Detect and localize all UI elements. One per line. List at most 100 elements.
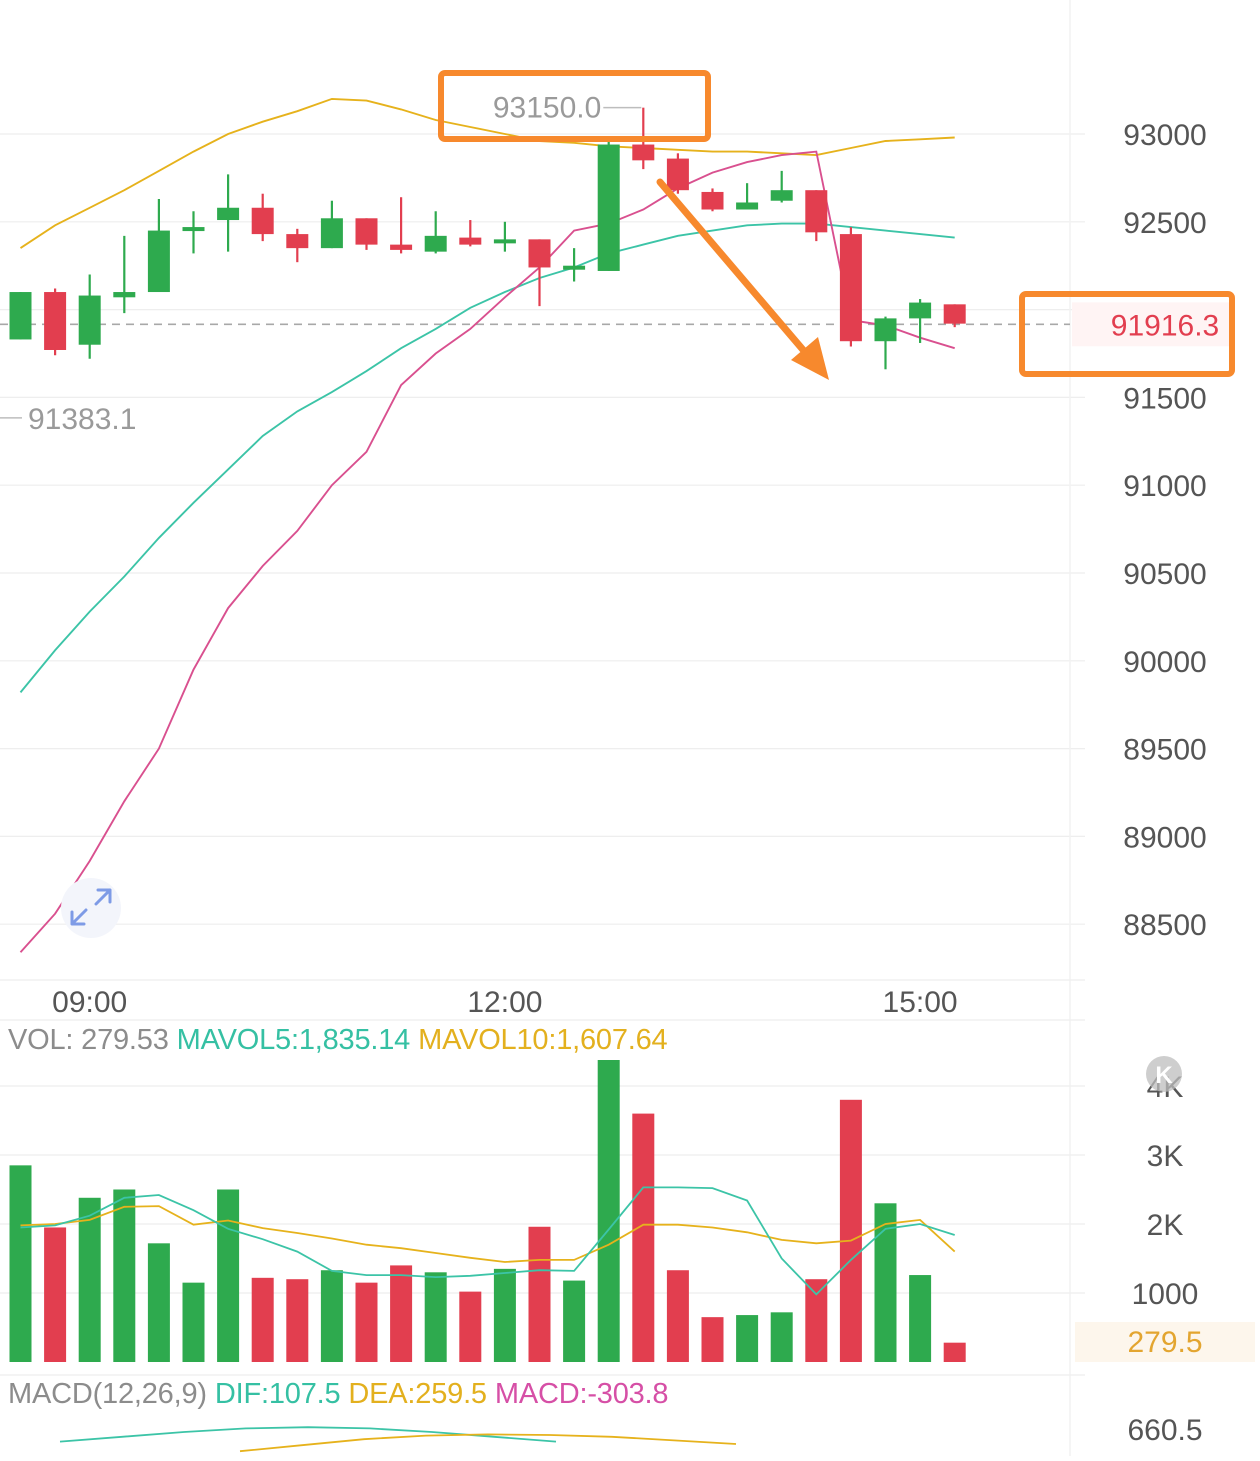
candle-body[interactable] [147,230,170,293]
candle-body[interactable] [459,237,482,245]
dea-value: DEA:259.5 [348,1378,487,1410]
macd-name: MACD(12,26,9) [8,1378,207,1410]
k-badge-icon[interactable]: K [1146,1056,1182,1092]
candle-body[interactable] [113,292,136,298]
volume-bar[interactable] [459,1291,482,1362]
price-moving-averages [19,97,955,953]
candle-body[interactable] [701,191,724,210]
volume-bar[interactable] [251,1277,274,1362]
mavol10-value: MAVOL10:1,607.64 [418,1024,668,1056]
volume-bar[interactable] [874,1203,897,1362]
volume-bar[interactable] [770,1312,793,1362]
highlight-box-high [438,70,711,142]
dea-line [239,1433,737,1453]
candle-body[interactable] [528,239,551,268]
high-marker-label: 93150.0 [493,92,601,125]
macd-lines: 660.5 [59,1414,1203,1453]
volume-bar[interactable] [909,1275,932,1362]
volume-bar[interactable] [390,1265,413,1362]
candle-body[interactable] [424,235,447,252]
price-tick-label: 91500 [1123,382,1206,415]
volume-bar[interactable] [147,1243,170,1362]
candle-body[interactable] [736,202,759,210]
candle-body[interactable] [320,218,343,249]
volume-bar[interactable] [805,1279,828,1362]
candle-body[interactable] [286,234,309,249]
price-tick-label: 90500 [1123,558,1206,591]
volume-bar[interactable] [182,1282,205,1362]
volume-bar[interactable] [493,1268,516,1362]
volume-bar[interactable] [355,1282,378,1362]
expand-icon-bg [61,878,121,938]
volume-bar[interactable] [597,1060,620,1362]
ma-short-line [19,150,955,953]
volume-bar[interactable] [78,1197,101,1362]
volume-bar[interactable] [217,1189,240,1363]
volume-bar[interactable] [736,1315,759,1362]
candle-body[interactable] [563,265,586,270]
volume-y-axis: 4K3K2K1000K279.5 [1075,1056,1255,1362]
price-tick-label: 93000 [1123,119,1206,152]
macd-top-value: 660.5 [1127,1414,1202,1447]
candle-body[interactable] [9,292,32,340]
volume-bar[interactable] [943,1342,966,1362]
volume-bar[interactable] [666,1270,689,1362]
annotations: 93150.0 91383.1 [0,70,1235,938]
candle-body[interactable] [770,190,793,201]
candle-body[interactable] [390,244,413,250]
low-marker-label: 91383.1 [28,403,136,436]
volume-bar[interactable] [9,1165,32,1362]
price-tick-label: 91000 [1123,470,1206,503]
candle-body[interactable] [943,304,966,324]
vol-value: VOL: 279.53 [8,1024,169,1056]
volume-bar[interactable] [701,1317,724,1362]
volume-tick-label: 3K [1147,1140,1184,1173]
volume-bar[interactable] [839,1099,862,1362]
current-volume-label: 279.5 [1127,1326,1202,1359]
candle-body[interactable] [597,144,620,271]
candle-body[interactable] [666,158,689,191]
candle-body[interactable] [805,190,828,233]
volume-tick-label: 1000 [1132,1278,1199,1311]
volume-moving-averages [20,1186,956,1296]
candle-body[interactable] [182,227,205,232]
candle-body[interactable] [251,207,274,235]
volume-bar[interactable] [113,1189,136,1363]
macd-value: MACD:-303.8 [494,1378,669,1410]
highlight-box-current [1019,291,1235,377]
volume-bar[interactable] [320,1270,343,1362]
candle-body[interactable] [217,207,240,221]
candle-body[interactable] [355,218,378,245]
candlesticks[interactable] [9,107,966,370]
current-price-bg [1072,302,1232,347]
volume-bar[interactable] [44,1227,67,1362]
volume-legend: VOL: 279.53 MAVOL5:1,835.14 MAVOL10:1,607.… [8,1024,675,1057]
price-tick-label: 88500 [1123,909,1206,942]
candle-body[interactable] [78,295,101,345]
volume-bar[interactable] [563,1280,586,1362]
candle-body[interactable] [909,302,932,319]
price-tick-label: 90000 [1123,646,1206,679]
volume-bars[interactable] [9,1060,966,1363]
candle-body[interactable] [493,239,516,244]
candle-body[interactable] [874,318,897,342]
candle-body[interactable] [632,144,655,161]
ma-mid-line [19,222,955,694]
current-volume-bg [1075,1322,1255,1362]
candle-body[interactable] [839,234,862,342]
volume-bar[interactable] [528,1226,551,1362]
expand-arrows-icon[interactable] [61,878,121,938]
expand-icon-glyph [70,888,112,926]
candle-body[interactable] [44,292,67,350]
volume-bar[interactable] [632,1113,655,1362]
volume-bar[interactable] [286,1279,309,1362]
time-tick-label: 12:00 [467,986,542,1019]
price-y-axis: 93000 92500 91500 91000 90500 90000 89500 89000… [1072,119,1232,942]
time-x-axis: 09:00 12:00 15:00 [52,986,957,1019]
mavol10-line [20,1205,956,1263]
price-tick-label: 89500 [1123,734,1206,767]
volume-bar[interactable] [424,1272,447,1362]
time-tick-label: 15:00 [883,986,958,1019]
